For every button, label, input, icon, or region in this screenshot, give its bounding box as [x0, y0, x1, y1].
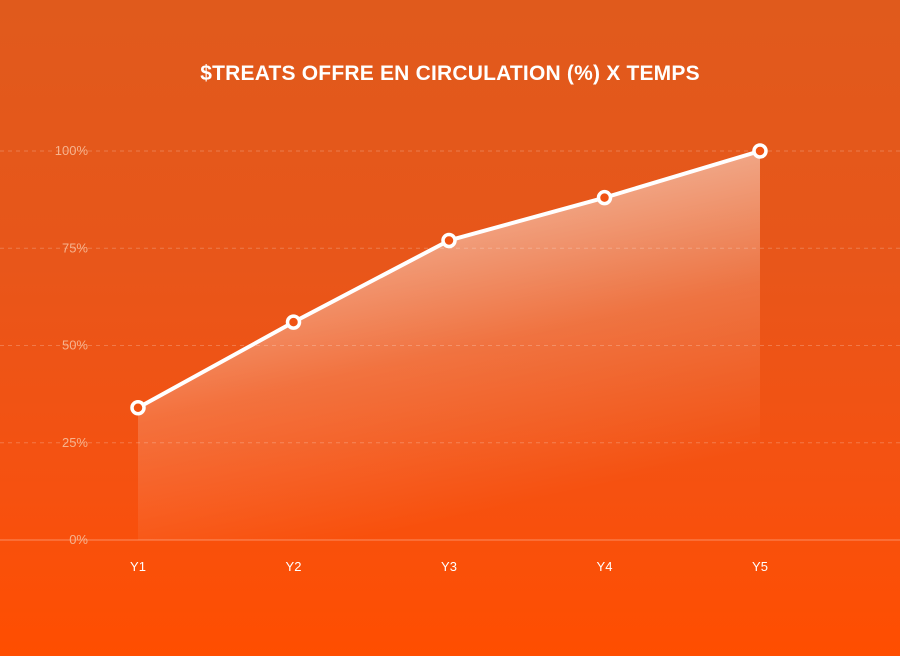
y-tick-label: 50%: [62, 338, 88, 353]
point-layer: [130, 143, 768, 416]
x-tick-label: Y4: [597, 559, 613, 574]
x-tick-label: Y5: [752, 559, 768, 574]
series-area: [138, 151, 760, 540]
chart-title: $TREATS OFFRE EN CIRCULATION (%) X TEMPS: [200, 62, 700, 85]
data-point: [752, 143, 768, 159]
y-tick-label: 100%: [55, 143, 89, 158]
y-tick-label: 0%: [69, 532, 88, 547]
data-point: [285, 314, 302, 330]
x-tick-label: Y3: [441, 559, 457, 574]
x-tick-label: Y2: [286, 559, 302, 574]
data-point: [130, 399, 146, 416]
x-tick-label: Y1: [130, 559, 146, 574]
y-tick-label: 75%: [62, 240, 88, 255]
area-layer: [138, 151, 760, 540]
data-point: [596, 189, 613, 206]
label-layer: 0% 25% 50% 75% 100% Y1 Y2 Y3 Y4 Y5: [55, 143, 768, 574]
y-tick-label: 25%: [62, 435, 88, 450]
data-point: [441, 232, 457, 249]
